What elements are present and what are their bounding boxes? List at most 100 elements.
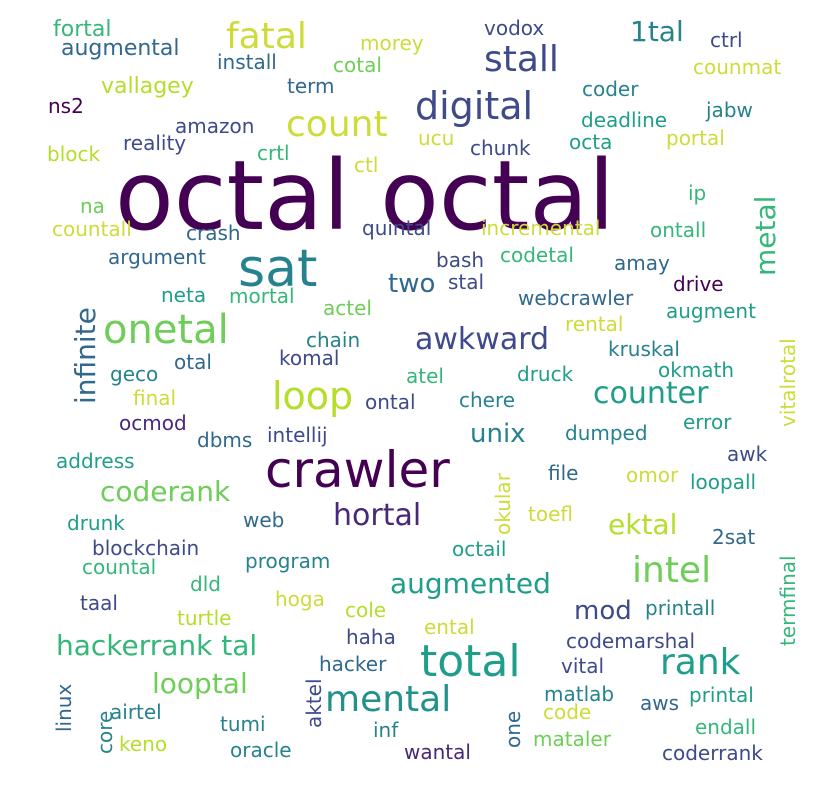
cloud-word: komal [279, 346, 340, 370]
cloud-word: vital [561, 654, 605, 678]
cloud-word: mental [325, 679, 452, 720]
cloud-word: jabw [706, 98, 753, 122]
cloud-word: hackerrank tal [56, 629, 258, 662]
cloud-word: two [388, 269, 436, 299]
cloud-word: endall [695, 715, 757, 739]
cloud-word: total [420, 636, 521, 687]
cloud-word: chunk [470, 136, 531, 160]
cloud-word: metal [749, 195, 782, 276]
cloud-word: webcrawler [518, 286, 634, 310]
cloud-word: codemarshal [566, 629, 696, 653]
cloud-word: neta [161, 283, 207, 307]
cloud-word: otal [174, 350, 212, 374]
cloud-word: rank [660, 642, 741, 683]
cloud-word: stall [484, 39, 559, 80]
cloud-word: rental [565, 312, 624, 336]
cloud-word: final [133, 386, 177, 410]
cloud-word: intel [632, 550, 712, 591]
cloud-word: octail [452, 537, 507, 561]
cloud-word: ontall [650, 218, 707, 242]
cloud-word: kruskal [608, 337, 680, 361]
cloud-word: ctl [354, 153, 379, 177]
cloud-word: toefl [528, 502, 573, 526]
cloud-word: loopall [690, 470, 757, 494]
cloud-word: morey [360, 31, 424, 55]
cloud-word: hortal [333, 498, 422, 533]
cloud-word: chain [306, 328, 361, 352]
cloud-word: crtl [257, 141, 290, 165]
cloud-word: awkward [415, 322, 550, 357]
cloud-word: reality [123, 131, 187, 155]
cloud-word: ns2 [48, 94, 84, 118]
cloud-word: cole [345, 598, 387, 622]
cloud-word: matlab [544, 682, 615, 706]
cloud-word: one [501, 710, 525, 748]
cloud-word: amay [614, 251, 670, 275]
cloud-word: drunk [67, 511, 125, 535]
cloud-word: amazon [175, 114, 255, 138]
cloud-word: mataler [533, 727, 611, 751]
cloud-word: keno [119, 732, 168, 756]
cloud-word: ctrl [710, 28, 743, 52]
cloud-word: ental [424, 615, 475, 639]
cloud-word: vitalrotal [776, 338, 800, 427]
cloud-word: deadline [581, 108, 668, 132]
cloud-word: aktel [302, 678, 326, 728]
cloud-word: atel [406, 364, 444, 388]
cloud-word: wantal [404, 740, 471, 764]
cloud-word: blockchain [92, 536, 200, 560]
cloud-word: vodox [484, 16, 545, 40]
cloud-word: cotal [333, 53, 382, 77]
cloud-word: hacker [319, 652, 387, 676]
cloud-word: web [243, 508, 285, 532]
cloud-word: mortal [229, 284, 295, 308]
cloud-word: octa [569, 130, 613, 154]
cloud-word: coderrank [662, 741, 763, 765]
cloud-word: coderank [100, 475, 231, 508]
cloud-word: count [286, 104, 388, 145]
cloud-word: ektal [608, 508, 678, 541]
cloud-word: drive [673, 272, 724, 296]
cloud-word: ucu [418, 126, 455, 150]
cloud-word: ip [688, 181, 707, 205]
cloud-word: code [543, 700, 592, 724]
cloud-word: na [80, 194, 105, 218]
cloud-word: ocmod [119, 411, 187, 435]
cloud-word: block [47, 142, 101, 166]
cloud-word: unix [470, 419, 526, 449]
cloud-word: stal [448, 270, 485, 294]
cloud-word: taal [80, 591, 118, 615]
cloud-word: portal [666, 126, 725, 150]
cloud-word: ontal [365, 390, 416, 414]
cloud-word: loop [272, 374, 354, 418]
cloud-word: term [287, 74, 335, 98]
cloud-word: install [217, 50, 277, 74]
cloud-word: incremental [481, 216, 601, 240]
cloud-word: awk [727, 442, 768, 466]
cloud-word: haha [346, 625, 396, 649]
cloud-word: dld [190, 572, 221, 596]
cloud-word: 2sat [712, 525, 756, 549]
cloud-word: linux [52, 683, 76, 732]
cloud-word: geco [110, 362, 159, 386]
cloud-word: augmental [61, 36, 180, 61]
cloud-word: tumi [220, 712, 266, 736]
cloud-word: inf [373, 718, 399, 742]
cloud-word: termfinal [776, 555, 800, 646]
cloud-word: dumped [565, 421, 648, 445]
cloud-word: address [56, 449, 135, 473]
cloud-word: octal octal [115, 140, 615, 252]
cloud-word: printall [645, 596, 716, 620]
cloud-word: countal [82, 555, 157, 579]
cloud-word: sat [238, 239, 318, 299]
cloud-word: program [245, 549, 331, 573]
cloud-word: augment [666, 299, 756, 323]
cloud-word: coder [582, 77, 639, 101]
cloud-word: argument [108, 245, 206, 269]
cloud-word: countall [52, 217, 132, 241]
cloud-word: digital [415, 84, 534, 128]
cloud-word: hoga [275, 587, 325, 611]
cloud-word: mod [574, 596, 632, 626]
cloud-word: infinite [69, 307, 102, 404]
